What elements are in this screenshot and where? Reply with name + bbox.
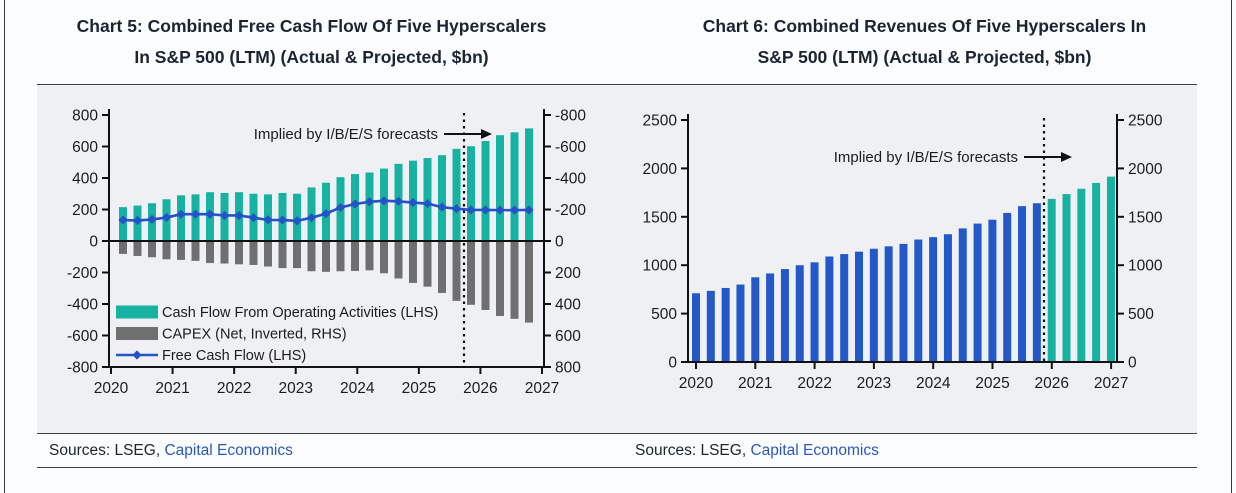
svg-text:2026: 2026 (1035, 375, 1069, 392)
svg-text:2020: 2020 (679, 375, 714, 392)
svg-text:2025: 2025 (402, 380, 436, 397)
svg-text:600: 600 (72, 139, 98, 156)
chart5-bars (119, 128, 533, 323)
chart6-bars (692, 176, 1115, 362)
sources-chart6: Sources: LSEG, Capital Economics (611, 442, 1197, 460)
svg-text:-600: -600 (555, 139, 586, 156)
svg-text:CAPEX (Net, Inverted, RHS): CAPEX (Net, Inverted, RHS) (162, 327, 347, 343)
svg-text:2020: 2020 (94, 380, 129, 397)
sources-row: Sources: LSEG, Capital Economics Sources… (37, 434, 1197, 467)
chart6-title-line2: S&P 500 (LTM) (Actual & Projected, $bn) (757, 47, 1092, 67)
svg-text:0: 0 (555, 234, 564, 251)
svg-text:-200: -200 (67, 265, 98, 282)
svg-text:500: 500 (651, 306, 677, 323)
svg-text:2021: 2021 (155, 380, 189, 397)
svg-text:Implied by I/B/E/S forecasts: Implied by I/B/E/S forecasts (834, 149, 1018, 166)
svg-text:-800: -800 (67, 360, 98, 377)
svg-text:2023: 2023 (278, 380, 312, 397)
divider-below-sources (37, 467, 1197, 468)
svg-text:2022: 2022 (797, 375, 831, 392)
chart6-title-line1: Chart 6: Combined Revenues Of Five Hyper… (702, 16, 1147, 36)
svg-text:2027: 2027 (525, 380, 559, 397)
chart6-title: Chart 6: Combined Revenues Of Five Hyper… (618, 0, 1231, 84)
svg-text:800: 800 (72, 108, 98, 125)
svg-text:-400: -400 (67, 297, 98, 314)
svg-text:1000: 1000 (643, 258, 678, 275)
svg-text:200: 200 (555, 265, 581, 282)
chart6-figure: 2500 2500 2000 2000 1500 1500 1000 1000 500 500 0 0… (643, 113, 1163, 393)
svg-text:2024: 2024 (340, 380, 375, 397)
chart5-title-line2: In S&P 500 (LTM) (Actual & Projected, $b… (134, 47, 489, 67)
svg-text:2000: 2000 (643, 161, 678, 178)
svg-text:-200: -200 (555, 202, 586, 219)
svg-text:2023: 2023 (857, 375, 891, 392)
svg-text:2027: 2027 (1094, 375, 1128, 392)
svg-text:2022: 2022 (217, 380, 251, 397)
capital-economics-link[interactable]: Capital Economics (750, 441, 879, 459)
svg-text:1500: 1500 (1128, 209, 1163, 226)
titles-row: Chart 5: Combined Free Cash Flow Of Five… (5, 0, 1231, 84)
capital-economics-link[interactable]: Capital Economics (164, 441, 293, 459)
svg-text:2500: 2500 (643, 113, 678, 130)
svg-text:500: 500 (1128, 306, 1154, 323)
svg-text:Implied by I/B/E/S forecasts: Implied by I/B/E/S forecasts (254, 126, 438, 143)
svg-text:2021: 2021 (738, 375, 772, 392)
chart5-title: Chart 5: Combined Free Cash Flow Of Five… (5, 0, 618, 84)
svg-text:2024: 2024 (916, 375, 951, 392)
divider-below-titles (37, 84, 1197, 85)
sources-prefix: Sources: LSEG, (49, 441, 161, 459)
svg-text:2500: 2500 (1128, 113, 1163, 130)
charts-panel: 800 -800 600 -600 400 -400 200 -200 0 0 -200 200 -40… (37, 85, 1197, 433)
svg-text:0: 0 (1128, 355, 1137, 372)
svg-text:400: 400 (72, 171, 98, 188)
svg-text:400: 400 (555, 297, 581, 314)
chart5-title-line1: Chart 5: Combined Free Cash Flow Of Five… (76, 16, 547, 36)
sources-chart5: Sources: LSEG, Capital Economics (37, 442, 611, 460)
svg-text:600: 600 (555, 328, 581, 345)
svg-text:800: 800 (555, 360, 581, 377)
svg-text:Free Cash Flow (LHS): Free Cash Flow (LHS) (162, 348, 306, 364)
chart5-legend: Cash Flow From Operating Activities (LHS… (116, 305, 438, 364)
chart5-figure: 800 -800 600 -600 400 -400 200 -200 0 0 -200 200 -40… (67, 108, 586, 398)
svg-text:0: 0 (668, 355, 677, 372)
svg-text:-800: -800 (555, 108, 586, 125)
svg-text:1500: 1500 (643, 209, 678, 226)
svg-text:2026: 2026 (463, 380, 497, 397)
svg-text:-600: -600 (67, 328, 98, 345)
svg-text:2025: 2025 (975, 375, 1009, 392)
divider-above-sources (37, 433, 1197, 434)
svg-text:-400: -400 (555, 171, 586, 188)
svg-text:1000: 1000 (1128, 258, 1163, 275)
svg-text:0: 0 (89, 234, 98, 251)
svg-text:Cash Flow From Operating Activ: Cash Flow From Operating Activities (LHS… (162, 305, 438, 321)
svg-text:2000: 2000 (1128, 161, 1163, 178)
figure-frame: Chart 5: Combined Free Cash Flow Of Five… (4, 0, 1232, 493)
svg-text:200: 200 (72, 202, 98, 219)
sources-prefix: Sources: LSEG, (635, 441, 747, 459)
